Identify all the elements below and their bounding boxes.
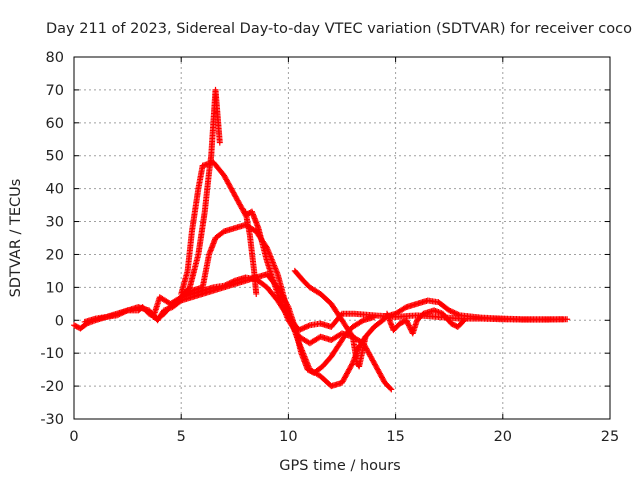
data-point	[302, 324, 309, 331]
x-tick-label: 20	[494, 429, 512, 445]
y-tick-label: -30	[40, 412, 64, 428]
data-point	[349, 361, 356, 368]
data-points	[71, 86, 571, 393]
y-tick-label: -20	[40, 379, 64, 395]
plot-frame	[73, 56, 611, 420]
y-tick-label: 0	[55, 313, 64, 329]
data-point	[446, 307, 453, 314]
data-point	[405, 322, 412, 329]
data-point	[450, 309, 457, 316]
y-axis-label: SDTVAR / TECUs	[8, 179, 24, 298]
data-point	[300, 325, 307, 332]
series-baseline	[71, 274, 571, 334]
data-point	[448, 308, 455, 315]
data-point	[387, 385, 394, 392]
data-point	[406, 323, 413, 330]
x-tick-label: 25	[601, 429, 619, 445]
x-axis-label: GPS time / hours	[279, 458, 400, 474]
series-tail	[381, 297, 566, 323]
data-point	[404, 319, 411, 326]
data-point	[348, 332, 355, 339]
chart-title: Day 211 of 2023, Sidereal Day-to-day VTE…	[46, 21, 632, 37]
series-spike-main	[178, 159, 395, 393]
data-point	[559, 316, 566, 323]
data-point	[455, 311, 462, 318]
y-tick-label: 60	[46, 116, 64, 132]
data-point	[301, 324, 308, 331]
x-tick-label: 5	[177, 429, 186, 445]
y-tick-label: 30	[46, 215, 64, 231]
axis-ticks: 0 5 10 15 20 25 -30 -20 -10 0 10 20 30 40 50 60 70 80	[40, 50, 619, 445]
x-tick-label: 15	[386, 429, 404, 445]
data-point	[401, 304, 408, 311]
y-tick-label: 50	[46, 149, 64, 165]
series-spike-side	[242, 208, 260, 297]
data-point	[461, 317, 468, 324]
data-point	[451, 309, 458, 316]
grid	[74, 57, 610, 419]
data-point	[216, 139, 223, 146]
data-point	[388, 386, 395, 393]
data-point	[305, 322, 312, 329]
y-tick-label: 20	[46, 247, 64, 263]
data-point	[403, 317, 410, 324]
data-point	[460, 318, 467, 325]
series-descent	[291, 267, 388, 370]
series-tail-dip	[384, 307, 468, 337]
data-point	[359, 318, 366, 325]
y-tick-label: 80	[46, 50, 64, 66]
y-tick-label: 70	[46, 83, 64, 99]
y-tick-label: 40	[46, 182, 64, 198]
x-tick-label: 0	[69, 429, 78, 445]
data-point	[371, 313, 378, 320]
data-point	[447, 308, 454, 315]
y-tick-label: 10	[46, 280, 64, 296]
x-tick-label: 10	[279, 429, 297, 445]
data-point	[454, 311, 461, 318]
data-point	[253, 290, 260, 297]
data-point	[304, 323, 311, 330]
data-point	[405, 321, 412, 328]
data-point	[452, 310, 459, 317]
data-point	[403, 318, 410, 325]
series-arc-b	[150, 221, 369, 390]
data-point	[298, 325, 305, 332]
y-tick-label: -10	[40, 346, 64, 362]
